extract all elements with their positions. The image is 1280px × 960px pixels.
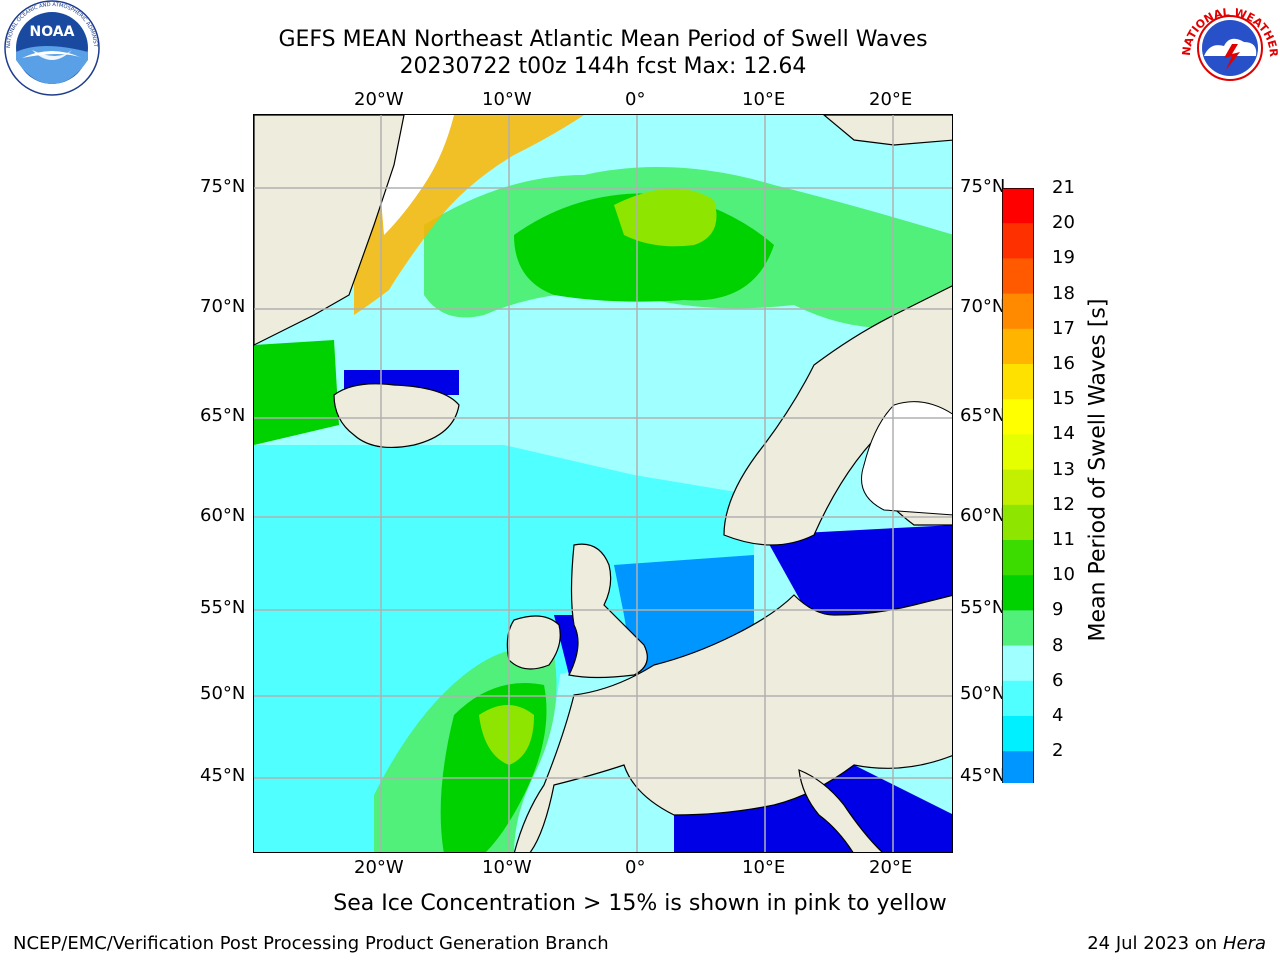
colorbar-swatch (1002, 645, 1034, 682)
colorbar-swatch (1002, 680, 1034, 717)
lon-label-top-0: 0° (625, 89, 646, 110)
noaa-logo: NOAA NATIONAL OCEANIC AND ATMOSPHERIC AD… (0, 0, 102, 100)
great-britain-land (568, 543, 648, 679)
lon-label-bottom-10e: 10°E (742, 857, 786, 878)
colorbar-tick-label: 15 (1052, 388, 1075, 410)
lat-label-right-75: 75°N (960, 176, 1006, 197)
colorbar-swatch (1002, 328, 1034, 365)
lat-label-left-70: 70°N (200, 296, 246, 317)
colorbar-tick-label: 18 (1052, 282, 1075, 304)
colorbar-swatch (1002, 434, 1034, 471)
footer-date: 24 Jul 2023 on Hera (1087, 933, 1266, 954)
colorbar-tick-label: 10 (1052, 564, 1075, 586)
colorbar-tick-label: 16 (1052, 353, 1075, 374)
colorbar-tick-label: 20 (1052, 212, 1075, 234)
svg-text:NOAA: NOAA (30, 24, 75, 40)
mediterranean-low-period (674, 765, 952, 852)
lat-label-right-50: 50°N (960, 683, 1006, 704)
iceland-land (333, 383, 460, 449)
sea-ice-note: Sea Ice Concentration > 15% is shown in … (333, 891, 947, 916)
italy-land (798, 769, 883, 852)
lon-label-top-10w: 10°W (482, 89, 532, 110)
lat-label-right-45: 45°N (960, 765, 1006, 786)
lat-label-left-45: 45°N (200, 765, 246, 786)
lon-label-bottom-20e: 20°E (869, 857, 913, 878)
colorbar (1001, 187, 1035, 818)
swell-band-12s-south (479, 705, 534, 765)
lat-label-right-55: 55°N (960, 597, 1006, 618)
chart-title: GEFS MEAN Northeast Atlantic Mean Period… (278, 27, 928, 52)
lat-label-right-60: 60°N (960, 505, 1006, 526)
colorbar-swatch (1002, 575, 1034, 611)
lat-label-left-55: 55°N (200, 597, 246, 618)
colorbar-tick-label: 14 (1052, 423, 1075, 445)
colorbar-swatch (1002, 504, 1034, 541)
lon-label-bottom-20w: 20°W (354, 857, 404, 878)
map-panel[interactable] (253, 114, 953, 853)
colorbar-swatch (1002, 716, 1034, 752)
gulf-of-bothnia (861, 401, 952, 516)
colorbar-swatch (1002, 610, 1034, 647)
lat-label-left-75: 75°N (200, 176, 246, 197)
colorbar-swatch (1002, 469, 1034, 506)
svalbard-land (823, 115, 952, 146)
footer-credit: NCEP/EMC/Verification Post Processing Pr… (13, 933, 609, 954)
colorbar-swatch (1002, 258, 1034, 295)
lat-label-left-50: 50°N (200, 683, 246, 704)
chart-subtitle: 20230722 t00z 144h fcst Max: 12.64 (399, 54, 807, 79)
greenland-land (254, 115, 405, 346)
lon-label-top-10e: 10°E (742, 89, 786, 110)
lon-label-top-20e: 20°E (869, 89, 913, 110)
colorbar-swatch (1002, 188, 1034, 224)
lat-label-left-60: 60°N (200, 505, 246, 526)
lat-label-right-65: 65°N (960, 405, 1006, 426)
colorbar-swatch (1002, 540, 1034, 576)
graticule (254, 115, 952, 852)
footer-machine: Hera (1222, 933, 1266, 954)
lon-label-bottom-10w: 10°W (482, 857, 532, 878)
colorbar-swatches (1001, 187, 1035, 818)
colorbar-title: Mean Period of Swell Waves [s] (1085, 298, 1111, 642)
colorbar-swatch (1002, 293, 1034, 330)
colorbar-tick-label: 9 (1052, 599, 1064, 621)
colorbar-tick-label: 21 (1052, 177, 1075, 198)
lon-label-top-20w: 20°W (354, 89, 404, 110)
ireland-land (506, 615, 561, 670)
nws-logo: NATIONAL WEATHER SERVICE (1176, 0, 1280, 100)
colorbar-swatch (1002, 399, 1034, 435)
colorbar-tick-label: 13 (1052, 458, 1075, 480)
colorbar-swatch (1002, 364, 1034, 400)
colorbar-tick-label: 2 (1052, 740, 1064, 762)
colorbar-tick-label: 8 (1052, 634, 1064, 656)
colorbar-tick-label: 6 (1052, 669, 1064, 691)
lat-label-left-65: 65°N (200, 405, 246, 426)
colorbar-tick-label: 12 (1052, 493, 1075, 515)
colorbar-tick-label: 17 (1052, 317, 1075, 339)
swell-band-12s-north (614, 188, 717, 247)
colorbar-swatch (1002, 751, 1034, 787)
colorbar-tick-label: 11 (1052, 529, 1075, 550)
colorbar-tick-label: 4 (1052, 705, 1064, 726)
lat-label-right-70: 70°N (960, 296, 1006, 317)
colorbar-swatch (1002, 223, 1034, 259)
lon-label-bottom-0: 0° (625, 857, 646, 878)
swell-period-field (254, 115, 952, 852)
colorbar-tick-label: 19 (1052, 247, 1075, 269)
footer-date-text: 24 Jul 2023 on (1087, 933, 1223, 954)
